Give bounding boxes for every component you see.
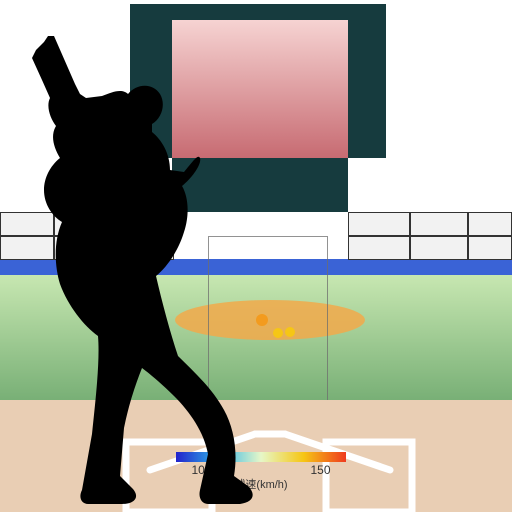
legend-tick: 150 — [310, 463, 330, 477]
batter-silhouette — [2, 36, 262, 506]
